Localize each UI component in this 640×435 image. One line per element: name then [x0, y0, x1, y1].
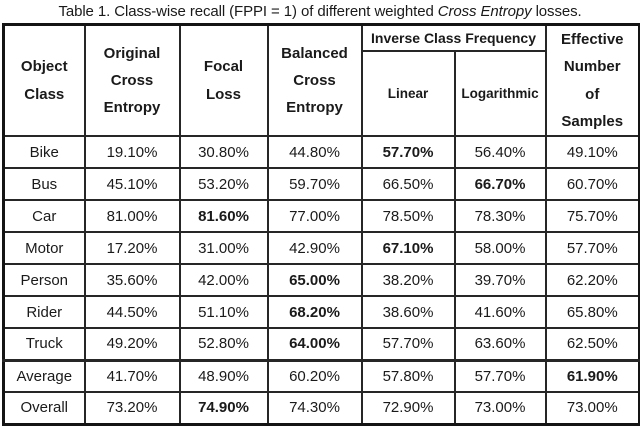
- table-row: Car 81.00% 81.60% 77.00% 78.50% 78.30% 75.70%: [2, 199, 640, 234]
- table-header: Object Class Original Cross Entropy Foca…: [2, 23, 640, 138]
- recall-value-cell: 81.60%: [178, 199, 269, 234]
- recall-value-cell: 35.60%: [83, 263, 181, 298]
- recall-value-cell: 57.70%: [360, 327, 456, 362]
- recall-value-cell: 56.40%: [453, 135, 547, 170]
- recall-value-cell: 30.80%: [178, 135, 269, 170]
- header-object-class: Object Class: [2, 23, 86, 138]
- table-row: Truck 49.20% 52.80% 64.00% 57.70% 63.60% 62.50…: [2, 327, 640, 362]
- object-class-cell: Bus: [2, 167, 86, 202]
- recall-value-cell: 60.20%: [266, 358, 363, 394]
- recall-value-cell: 42.00%: [178, 263, 269, 298]
- table-row: Average 41.70% 48.90% 60.20% 57.80% 57.70% 61.…: [2, 358, 640, 394]
- recall-value-cell: 51.10%: [178, 295, 269, 330]
- recall-value-cell: 38.60%: [360, 295, 456, 330]
- recall-value-cell: 48.90%: [178, 358, 269, 394]
- table-row: Bike 19.10% 30.80% 44.80% 57.70% 56.40% 49.10%: [2, 135, 640, 170]
- recall-value-cell: 66.50%: [360, 167, 456, 202]
- recall-value-cell: 57.70%: [544, 231, 640, 266]
- recall-value-cell: 74.30%: [266, 391, 363, 426]
- recall-value-cell: 53.20%: [178, 167, 269, 202]
- caption-prefix: Table 1. Class-wise recall (FPPI = 1) of…: [58, 3, 438, 20]
- header-logarithmic: Logarithmic: [453, 50, 547, 138]
- recall-value-cell: 65.80%: [544, 295, 640, 330]
- recall-value-cell: 63.60%: [453, 327, 547, 362]
- table-body: Bike 19.10% 30.80% 44.80% 57.70% 56.40% 49.10%…: [2, 135, 640, 426]
- header-inverse-class-frequency: Inverse Class Frequency: [360, 23, 547, 53]
- recall-value-cell: 49.10%: [544, 135, 640, 170]
- recall-value-cell: 73.00%: [453, 391, 547, 426]
- table-row: Motor 17.20% 31.00% 42.90% 67.10% 58.00% 57.70…: [2, 231, 640, 266]
- recall-value-cell: 49.20%: [83, 327, 181, 362]
- object-class-cell: Car: [2, 199, 86, 234]
- recall-value-cell: 41.70%: [83, 358, 181, 394]
- recall-value-cell: 65.00%: [266, 263, 363, 298]
- recall-value-cell: 57.70%: [360, 135, 456, 170]
- recall-value-cell: 59.70%: [266, 167, 363, 202]
- recall-table: Object Class Original Cross Entropy Foca…: [2, 23, 640, 426]
- recall-value-cell: 77.00%: [266, 199, 363, 234]
- table-row: Person 35.60% 42.00% 65.00% 38.20% 39.70% 62.2…: [2, 263, 640, 298]
- object-class-cell: Average: [2, 358, 86, 394]
- recall-value-cell: 58.00%: [453, 231, 547, 266]
- recall-value-cell: 41.60%: [453, 295, 547, 330]
- recall-value-cell: 75.70%: [544, 199, 640, 234]
- object-class-cell: Person: [2, 263, 86, 298]
- header-balanced-cross-entropy: Balanced Cross Entropy: [266, 23, 363, 138]
- header-effective-number-of-samples: Effective Number of Samples: [544, 23, 640, 138]
- recall-value-cell: 68.20%: [266, 295, 363, 330]
- recall-value-cell: 62.20%: [544, 263, 640, 298]
- caption-suffix: losses.: [531, 3, 582, 20]
- recall-value-cell: 72.90%: [360, 391, 456, 426]
- recall-value-cell: 57.80%: [360, 358, 456, 394]
- recall-value-cell: 73.00%: [544, 391, 640, 426]
- recall-value-cell: 38.20%: [360, 263, 456, 298]
- recall-value-cell: 60.70%: [544, 167, 640, 202]
- recall-value-cell: 66.70%: [453, 167, 547, 202]
- recall-value-cell: 17.20%: [83, 231, 181, 266]
- header-linear: Linear: [360, 50, 456, 138]
- header-focal-loss: Focal Loss: [178, 23, 269, 138]
- object-class-cell: Bike: [2, 135, 86, 170]
- recall-value-cell: 44.80%: [266, 135, 363, 170]
- object-class-cell: Overall: [2, 391, 86, 426]
- header-original-cross-entropy: Original Cross Entropy: [83, 23, 181, 138]
- caption-italic-term: Cross Entropy: [437, 3, 532, 20]
- recall-value-cell: 31.00%: [178, 231, 269, 266]
- table-caption: Table 1. Class-wise recall (FPPI = 1) of…: [0, 0, 640, 23]
- recall-value-cell: 78.50%: [360, 199, 456, 234]
- table-row: Rider 44.50% 51.10% 68.20% 38.60% 41.60% 65.80…: [2, 295, 640, 330]
- recall-value-cell: 67.10%: [360, 231, 456, 266]
- recall-value-cell: 42.90%: [266, 231, 363, 266]
- recall-value-cell: 44.50%: [83, 295, 181, 330]
- recall-value-cell: 52.80%: [178, 327, 269, 362]
- object-class-cell: Rider: [2, 295, 86, 330]
- recall-value-cell: 39.70%: [453, 263, 547, 298]
- recall-value-cell: 78.30%: [453, 199, 547, 234]
- recall-value-cell: 45.10%: [83, 167, 181, 202]
- recall-value-cell: 61.90%: [544, 358, 640, 394]
- recall-value-cell: 19.10%: [83, 135, 181, 170]
- recall-value-cell: 74.90%: [178, 391, 269, 426]
- table-row: Overall 73.20% 74.90% 74.30% 72.90% 73.00% 73.…: [2, 391, 640, 426]
- recall-value-cell: 57.70%: [453, 358, 547, 394]
- table-row: Bus 45.10% 53.20% 59.70% 66.50% 66.70% 60.70%: [2, 167, 640, 202]
- object-class-cell: Motor: [2, 231, 86, 266]
- recall-value-cell: 73.20%: [83, 391, 181, 426]
- object-class-cell: Truck: [2, 327, 86, 362]
- recall-value-cell: 81.00%: [83, 199, 181, 234]
- recall-value-cell: 64.00%: [266, 327, 363, 362]
- recall-value-cell: 62.50%: [544, 327, 640, 362]
